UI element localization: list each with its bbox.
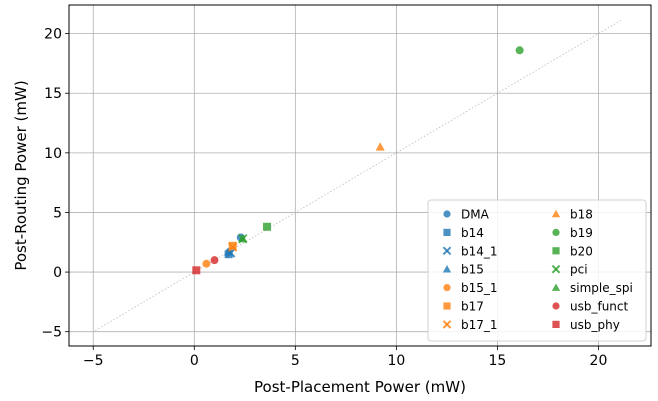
legend-marker-b14_1 (442, 246, 452, 256)
legend-marker-DMA (443, 210, 451, 218)
legend: DMA b14 b14_1 b15 b15_1 b17 b17_1 b18 b19 b20 pci s… (427, 199, 647, 342)
legend-marker-b17 (443, 302, 451, 310)
legend-label: b14_1 (461, 244, 498, 258)
x-tick-label: −5 (83, 353, 104, 369)
y-tick-label: 15 (44, 86, 62, 102)
x-tick-label: 0 (190, 353, 199, 369)
legend-marker-simple_spi (551, 283, 561, 291)
point-usb_phy (192, 266, 201, 275)
point-simple_spi (238, 234, 248, 243)
x-marker-stroke (442, 246, 452, 256)
x-marker-stroke (551, 264, 561, 274)
legend-marker-b15 (442, 265, 452, 273)
legend-label: b17_1 (461, 318, 498, 332)
x-tick-label: 5 (291, 353, 300, 369)
y-tick-label: 10 (44, 146, 62, 162)
point-b19 (515, 46, 524, 55)
legend-marker-pci (551, 264, 561, 274)
y-axis-label: Post-Routing Power (mW) (12, 80, 30, 270)
axis-ticks: −5 0 5 10 15 20 −5 0 5 10 15 20 (41, 27, 607, 369)
x-marker-stroke (227, 242, 238, 252)
legend-marker-b20 (552, 247, 560, 255)
legend-box (427, 199, 647, 342)
legend-label: b15_1 (461, 281, 498, 295)
reference-line (95, 20, 621, 331)
x-marker-stroke (442, 320, 452, 329)
y-tick-label: −5 (41, 325, 62, 341)
point-b15_1 (202, 259, 211, 268)
legend-label: simple_spi (570, 281, 633, 295)
data-points (192, 46, 524, 275)
legend-label: b18 (570, 208, 593, 222)
legend-marker-b19 (552, 228, 560, 236)
y-tick-label: 20 (44, 27, 62, 43)
point-b17_1 (227, 242, 238, 252)
legend-marker-b18 (551, 209, 561, 218)
x-tick-label: 20 (590, 353, 608, 369)
point-b20 (263, 222, 272, 231)
legend-marker-usb_funct (552, 302, 560, 310)
legend-label: b20 (570, 244, 593, 258)
point-b18 (375, 142, 385, 151)
legend-label: b17 (461, 300, 484, 314)
y-tick-label: 0 (53, 265, 62, 281)
point-b15 (224, 247, 234, 256)
reference-line-group (95, 20, 621, 331)
legend-label: b14 (461, 226, 484, 240)
point-usb_funct (210, 256, 219, 265)
legend-marker-b17_1 (442, 320, 452, 329)
legend-label: b15 (461, 263, 484, 277)
legend-label: usb_funct (570, 300, 629, 314)
plot-frame (68, 4, 652, 347)
x-tick-label: 15 (489, 353, 507, 369)
legend-marker-b15_1 (443, 284, 451, 292)
legend-marker-b14 (443, 228, 451, 236)
y-tick-label: 5 (53, 205, 62, 221)
x-tick-label: 10 (387, 353, 405, 369)
legend-label: usb_phy (570, 318, 620, 332)
legend-label: b19 (570, 226, 593, 240)
x-axis-label: Post-Placement Power (mW) (254, 378, 466, 396)
legend-label: pci (570, 263, 588, 277)
legend-marker-usb_phy (552, 320, 560, 328)
legend-label: DMA (461, 208, 490, 222)
